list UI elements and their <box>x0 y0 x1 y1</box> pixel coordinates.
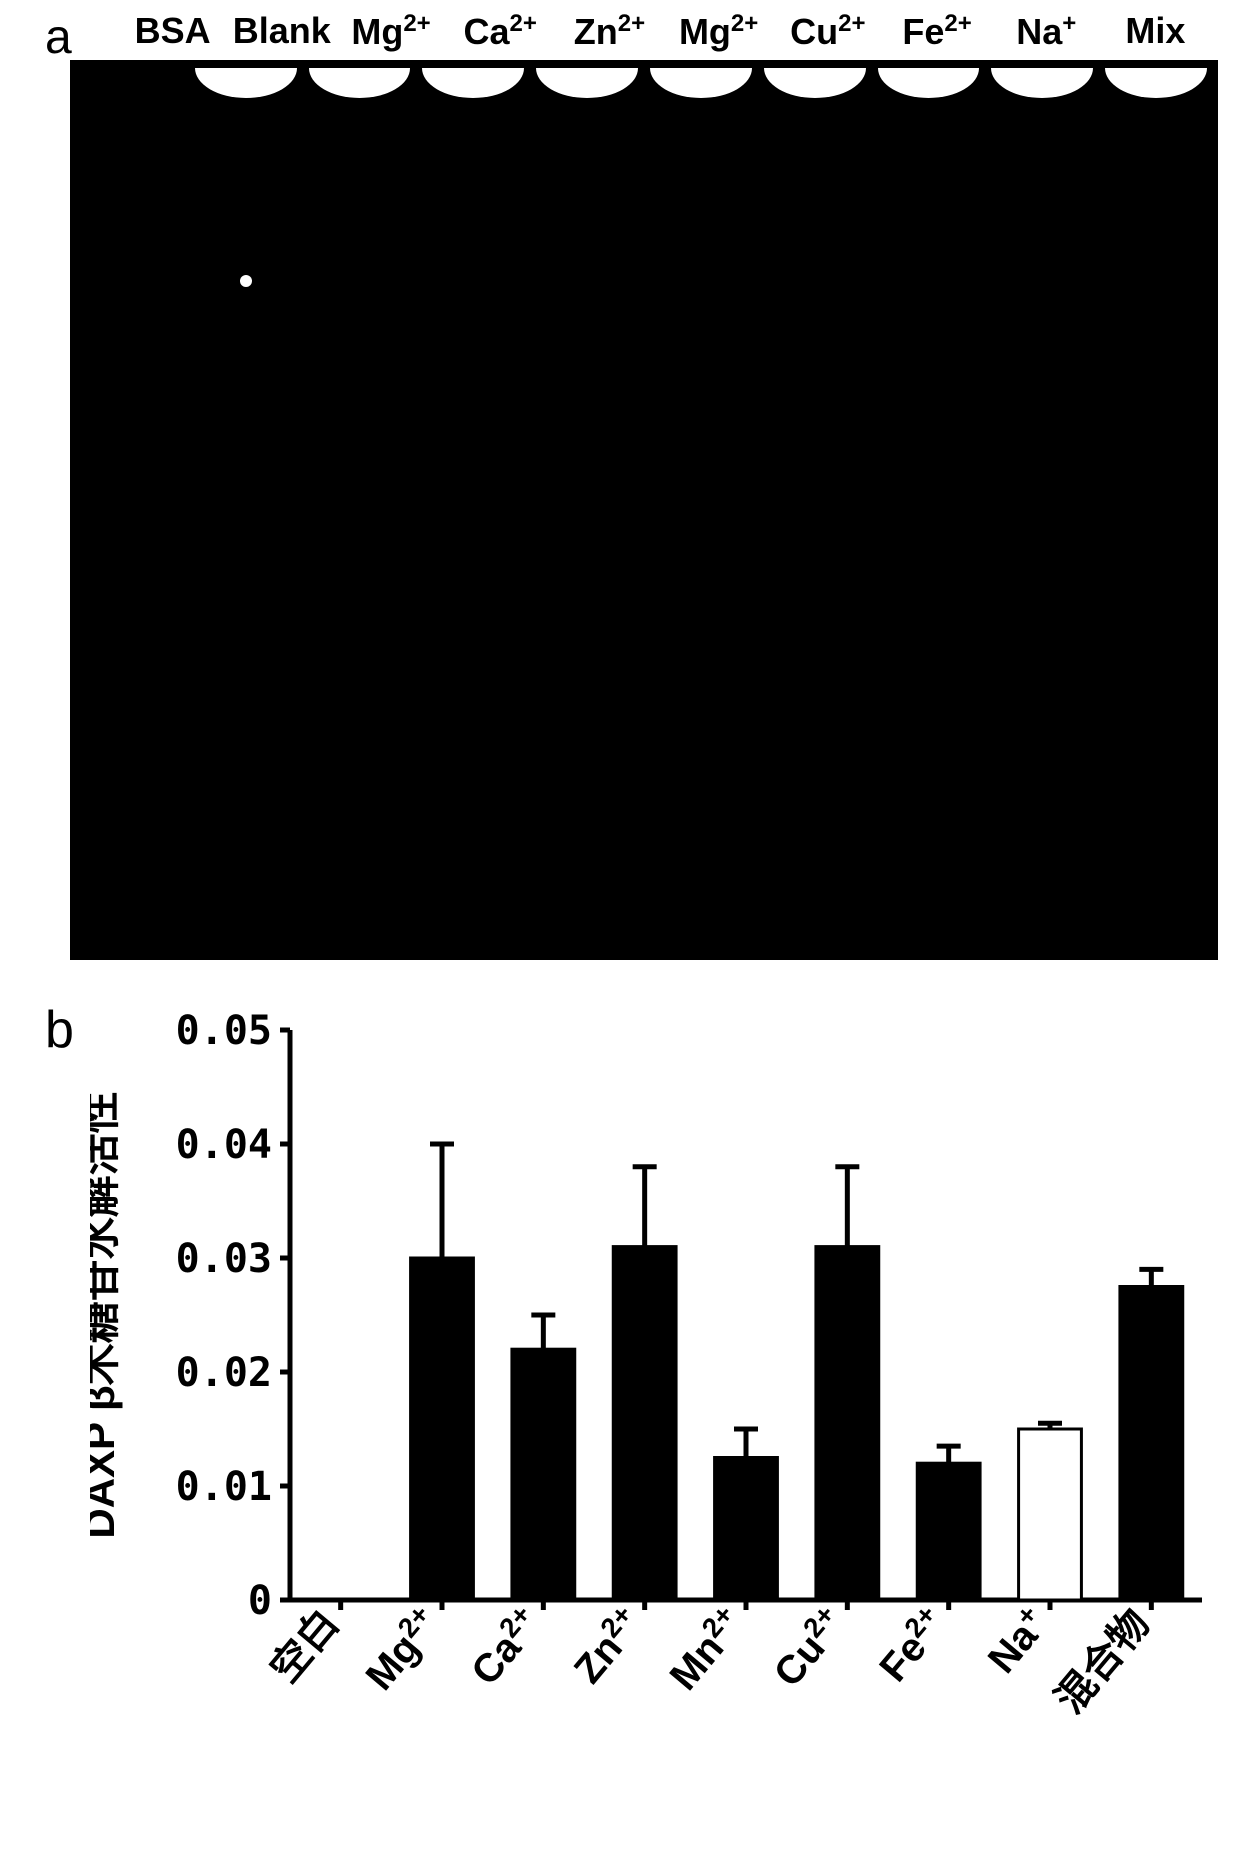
svg-text:0: 0 <box>248 1578 272 1624</box>
gel-lane-label: Mg2+ <box>664 10 773 60</box>
panel-b-label: b <box>45 1000 74 1060</box>
gel-well <box>991 68 1093 98</box>
gel-well <box>1105 68 1207 98</box>
panel-b: b 0 0.01 0.02 0.03 0.04 0.05 DAXP β木糖苷水解活性空白Mg… <box>10 1000 1230 1840</box>
gel-lane-label: BSA <box>118 10 227 60</box>
gel-well <box>195 68 297 98</box>
gel-lane-label: Blank <box>227 10 336 60</box>
svg-text:Mg2+: Mg2+ <box>354 1599 448 1699</box>
svg-text:Na+: Na+ <box>977 1599 1057 1682</box>
svg-text:0.03: 0.03 <box>176 1236 272 1282</box>
panel-a: a BSABlankMg2+Ca2+Zn2+Mg2+Cu2+Fe2+Na+Mix <box>10 10 1230 970</box>
svg-text:Cu2+: Cu2+ <box>763 1599 855 1695</box>
gel-lane-label: Ca2+ <box>446 10 555 60</box>
gel-well <box>81 68 183 98</box>
svg-text:0.04: 0.04 <box>176 1122 272 1168</box>
gel-well <box>536 68 638 98</box>
gel-lane-label: Cu2+ <box>773 10 882 60</box>
bar-chart: 0 0.01 0.02 0.03 0.04 0.05 DAXP β木糖苷水解活性空白Mg2+… <box>90 1010 1210 1830</box>
gel-lane-label: Fe2+ <box>882 10 991 60</box>
bar-chart-svg: 0 0.01 0.02 0.03 0.04 0.05 DAXP β木糖苷水解活性空白Mg2+… <box>90 1010 1210 1830</box>
svg-text:0.05: 0.05 <box>176 1010 272 1054</box>
gel-lane-labels: BSABlankMg2+Ca2+Zn2+Mg2+Cu2+Fe2+Na+Mix <box>118 10 1210 60</box>
panel-a-label: a <box>45 10 72 65</box>
svg-text:0.01: 0.01 <box>176 1464 272 1510</box>
gel-well <box>878 68 980 98</box>
gel-well <box>422 68 524 98</box>
svg-text:空白: 空白 <box>262 1602 347 1692</box>
svg-text:Ca2+: Ca2+ <box>460 1599 550 1693</box>
figure: a BSABlankMg2+Ca2+Zn2+Mg2+Cu2+Fe2+Na+Mix… <box>0 0 1240 1850</box>
gel-lane-label: Na+ <box>992 10 1101 60</box>
svg-text:0.02: 0.02 <box>176 1350 272 1396</box>
svg-text:Mn2+: Mn2+ <box>658 1599 752 1699</box>
svg-text:DAXP β木糖苷水解活性: DAXP β木糖苷水解活性 <box>90 1091 123 1538</box>
gel-spot <box>240 275 252 287</box>
gel-well <box>309 68 411 98</box>
svg-text:Fe2+: Fe2+ <box>868 1599 955 1690</box>
svg-text:混合物: 混合物 <box>1047 1602 1158 1722</box>
gel-lane-label: Mg2+ <box>336 10 445 60</box>
gel-well <box>764 68 866 98</box>
gel-lane-label: Mix <box>1101 10 1210 60</box>
gel-lane-label: Zn2+ <box>555 10 664 60</box>
gel-well <box>650 68 752 98</box>
gel-image <box>70 60 1218 960</box>
svg-text:Zn2+: Zn2+ <box>563 1599 652 1692</box>
gel-wells-row <box>70 60 1218 115</box>
